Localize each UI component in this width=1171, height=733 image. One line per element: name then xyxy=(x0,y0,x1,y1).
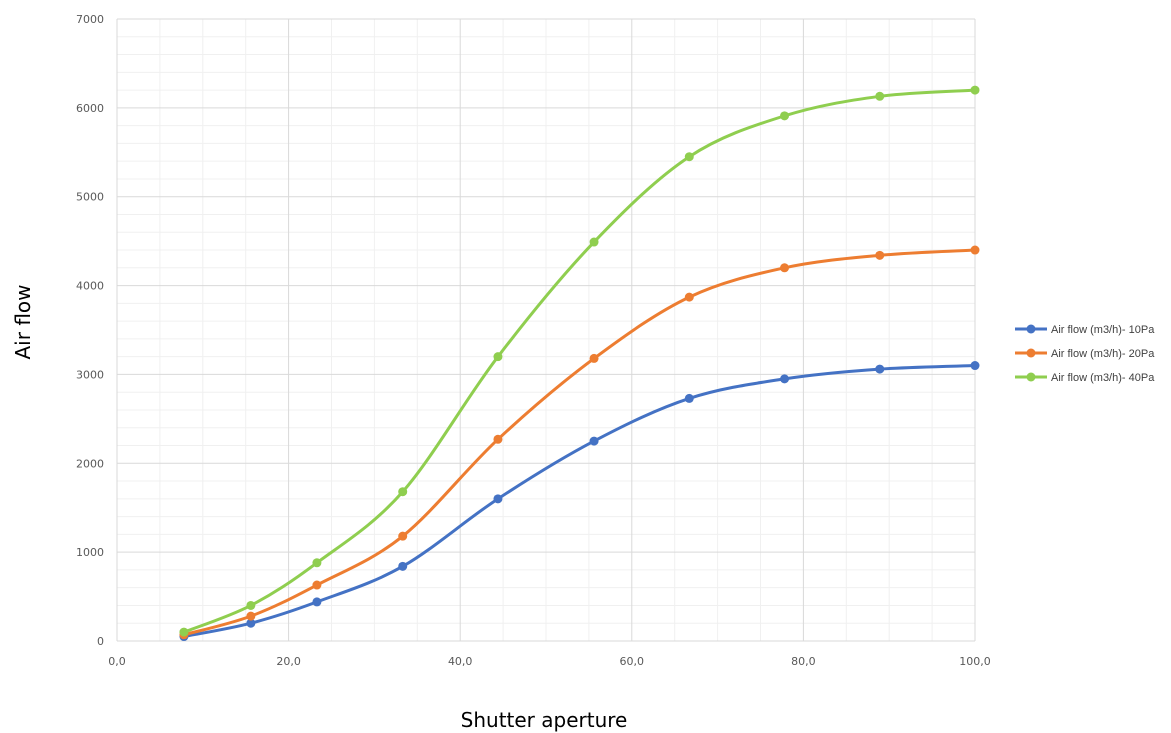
data-point xyxy=(398,531,408,541)
data-point xyxy=(875,250,885,260)
series-lines xyxy=(182,88,977,639)
legend-label: Air flow (m3/h)- 10Pa xyxy=(1051,324,1155,336)
data-point xyxy=(684,152,694,162)
data-point xyxy=(970,245,980,255)
data-point xyxy=(589,353,599,363)
series-line-3 xyxy=(182,88,977,634)
data-point xyxy=(875,91,885,101)
x-tick-label: 60,0 xyxy=(620,655,645,668)
data-point xyxy=(589,436,599,446)
data-point xyxy=(684,292,694,302)
data-point xyxy=(398,487,408,497)
data-point xyxy=(312,580,322,590)
data-point xyxy=(970,361,980,371)
y-tick-label: 3000 xyxy=(76,368,104,381)
legend-label: Air flow (m3/h)- 40Pa xyxy=(1051,372,1155,384)
data-point xyxy=(493,352,503,362)
legend-swatch-marker xyxy=(1026,348,1036,358)
y-tick-label: 5000 xyxy=(76,191,104,204)
y-tick-label: 1000 xyxy=(76,546,104,559)
data-point xyxy=(875,364,885,374)
legend-label: Air flow (m3/h)- 20Pa xyxy=(1051,348,1155,360)
legend: Air flow (m3/h)- 10Pa Air flow (m3/h)- 20… xyxy=(1015,324,1155,384)
data-point xyxy=(246,600,256,610)
x-tick-label: 20,0 xyxy=(276,655,301,668)
series-points xyxy=(179,85,980,642)
series-line-2 xyxy=(182,248,977,637)
y-tick-label: 4000 xyxy=(76,280,104,293)
data-point xyxy=(970,85,980,95)
y-tick-label: 0 xyxy=(97,635,104,648)
x-tick-label: 80,0 xyxy=(791,655,816,668)
data-point xyxy=(398,561,408,571)
x-axis-ticks: 0,0 20,0 40,0 60,0 80,0 100,0 xyxy=(108,655,991,668)
data-point xyxy=(312,558,322,568)
data-point xyxy=(589,237,599,247)
y-tick-label: 2000 xyxy=(76,457,104,470)
data-point xyxy=(780,374,790,384)
y-axis-ticks: 0 1000 2000 3000 4000 5000 6000 7000 xyxy=(76,13,104,648)
data-point xyxy=(684,393,694,403)
y-axis-title: Air flow xyxy=(11,284,35,359)
data-point xyxy=(179,627,189,637)
x-tick-label: 100,0 xyxy=(959,655,991,668)
data-point xyxy=(246,618,256,628)
data-point xyxy=(312,597,322,607)
legend-swatch-marker xyxy=(1026,324,1036,334)
x-tick-label: 0,0 xyxy=(108,655,126,668)
y-tick-label: 6000 xyxy=(76,102,104,115)
data-point xyxy=(246,611,256,621)
series-line-1 xyxy=(182,364,977,639)
data-point xyxy=(780,111,790,121)
data-point xyxy=(780,263,790,273)
data-point xyxy=(493,434,503,444)
y-tick-label: 7000 xyxy=(76,13,104,26)
x-tick-label: 40,0 xyxy=(448,655,473,668)
data-point xyxy=(493,494,503,504)
legend-swatch-marker xyxy=(1026,372,1036,382)
x-axis-title: Shutter aperture xyxy=(461,708,628,732)
minor-grid xyxy=(117,19,975,641)
